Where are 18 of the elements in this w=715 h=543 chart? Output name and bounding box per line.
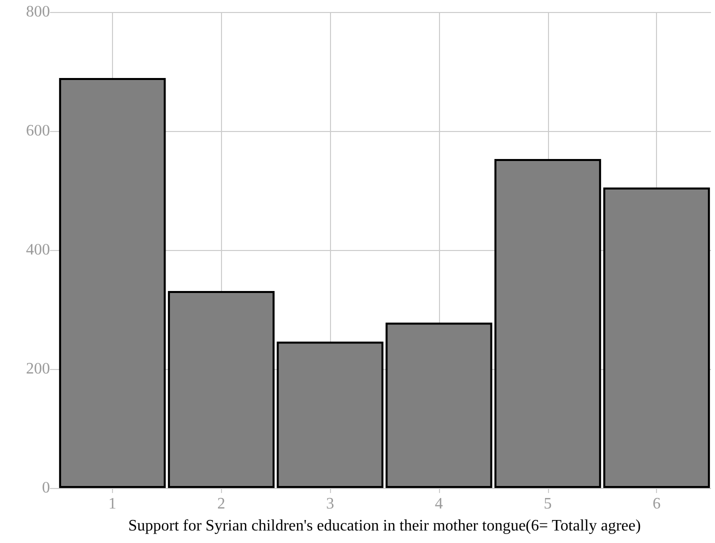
x-tick-label: 2 <box>217 496 226 512</box>
x-tick-label: 5 <box>544 496 552 512</box>
y-tick-label: 600 <box>26 122 50 140</box>
y-tick-label: 200 <box>26 360 50 378</box>
y-tick-label: 800 <box>26 4 50 20</box>
bar <box>59 78 166 488</box>
y-tick-label: 400 <box>26 242 50 258</box>
bar <box>386 322 492 488</box>
x-tick-label: 1 <box>108 496 116 512</box>
x-tick-label: 3 <box>326 496 334 512</box>
bar <box>603 188 710 488</box>
bar <box>276 342 384 488</box>
y-tick-label: 0 <box>42 480 50 496</box>
x-tick-label: 4 <box>434 496 443 512</box>
bar <box>494 158 602 488</box>
x-tick-label: 6 <box>652 496 661 512</box>
bar <box>168 291 275 488</box>
x-axis-title: Support for Syrian children's education in their mother tongue(6= Totally agree) <box>128 518 641 534</box>
